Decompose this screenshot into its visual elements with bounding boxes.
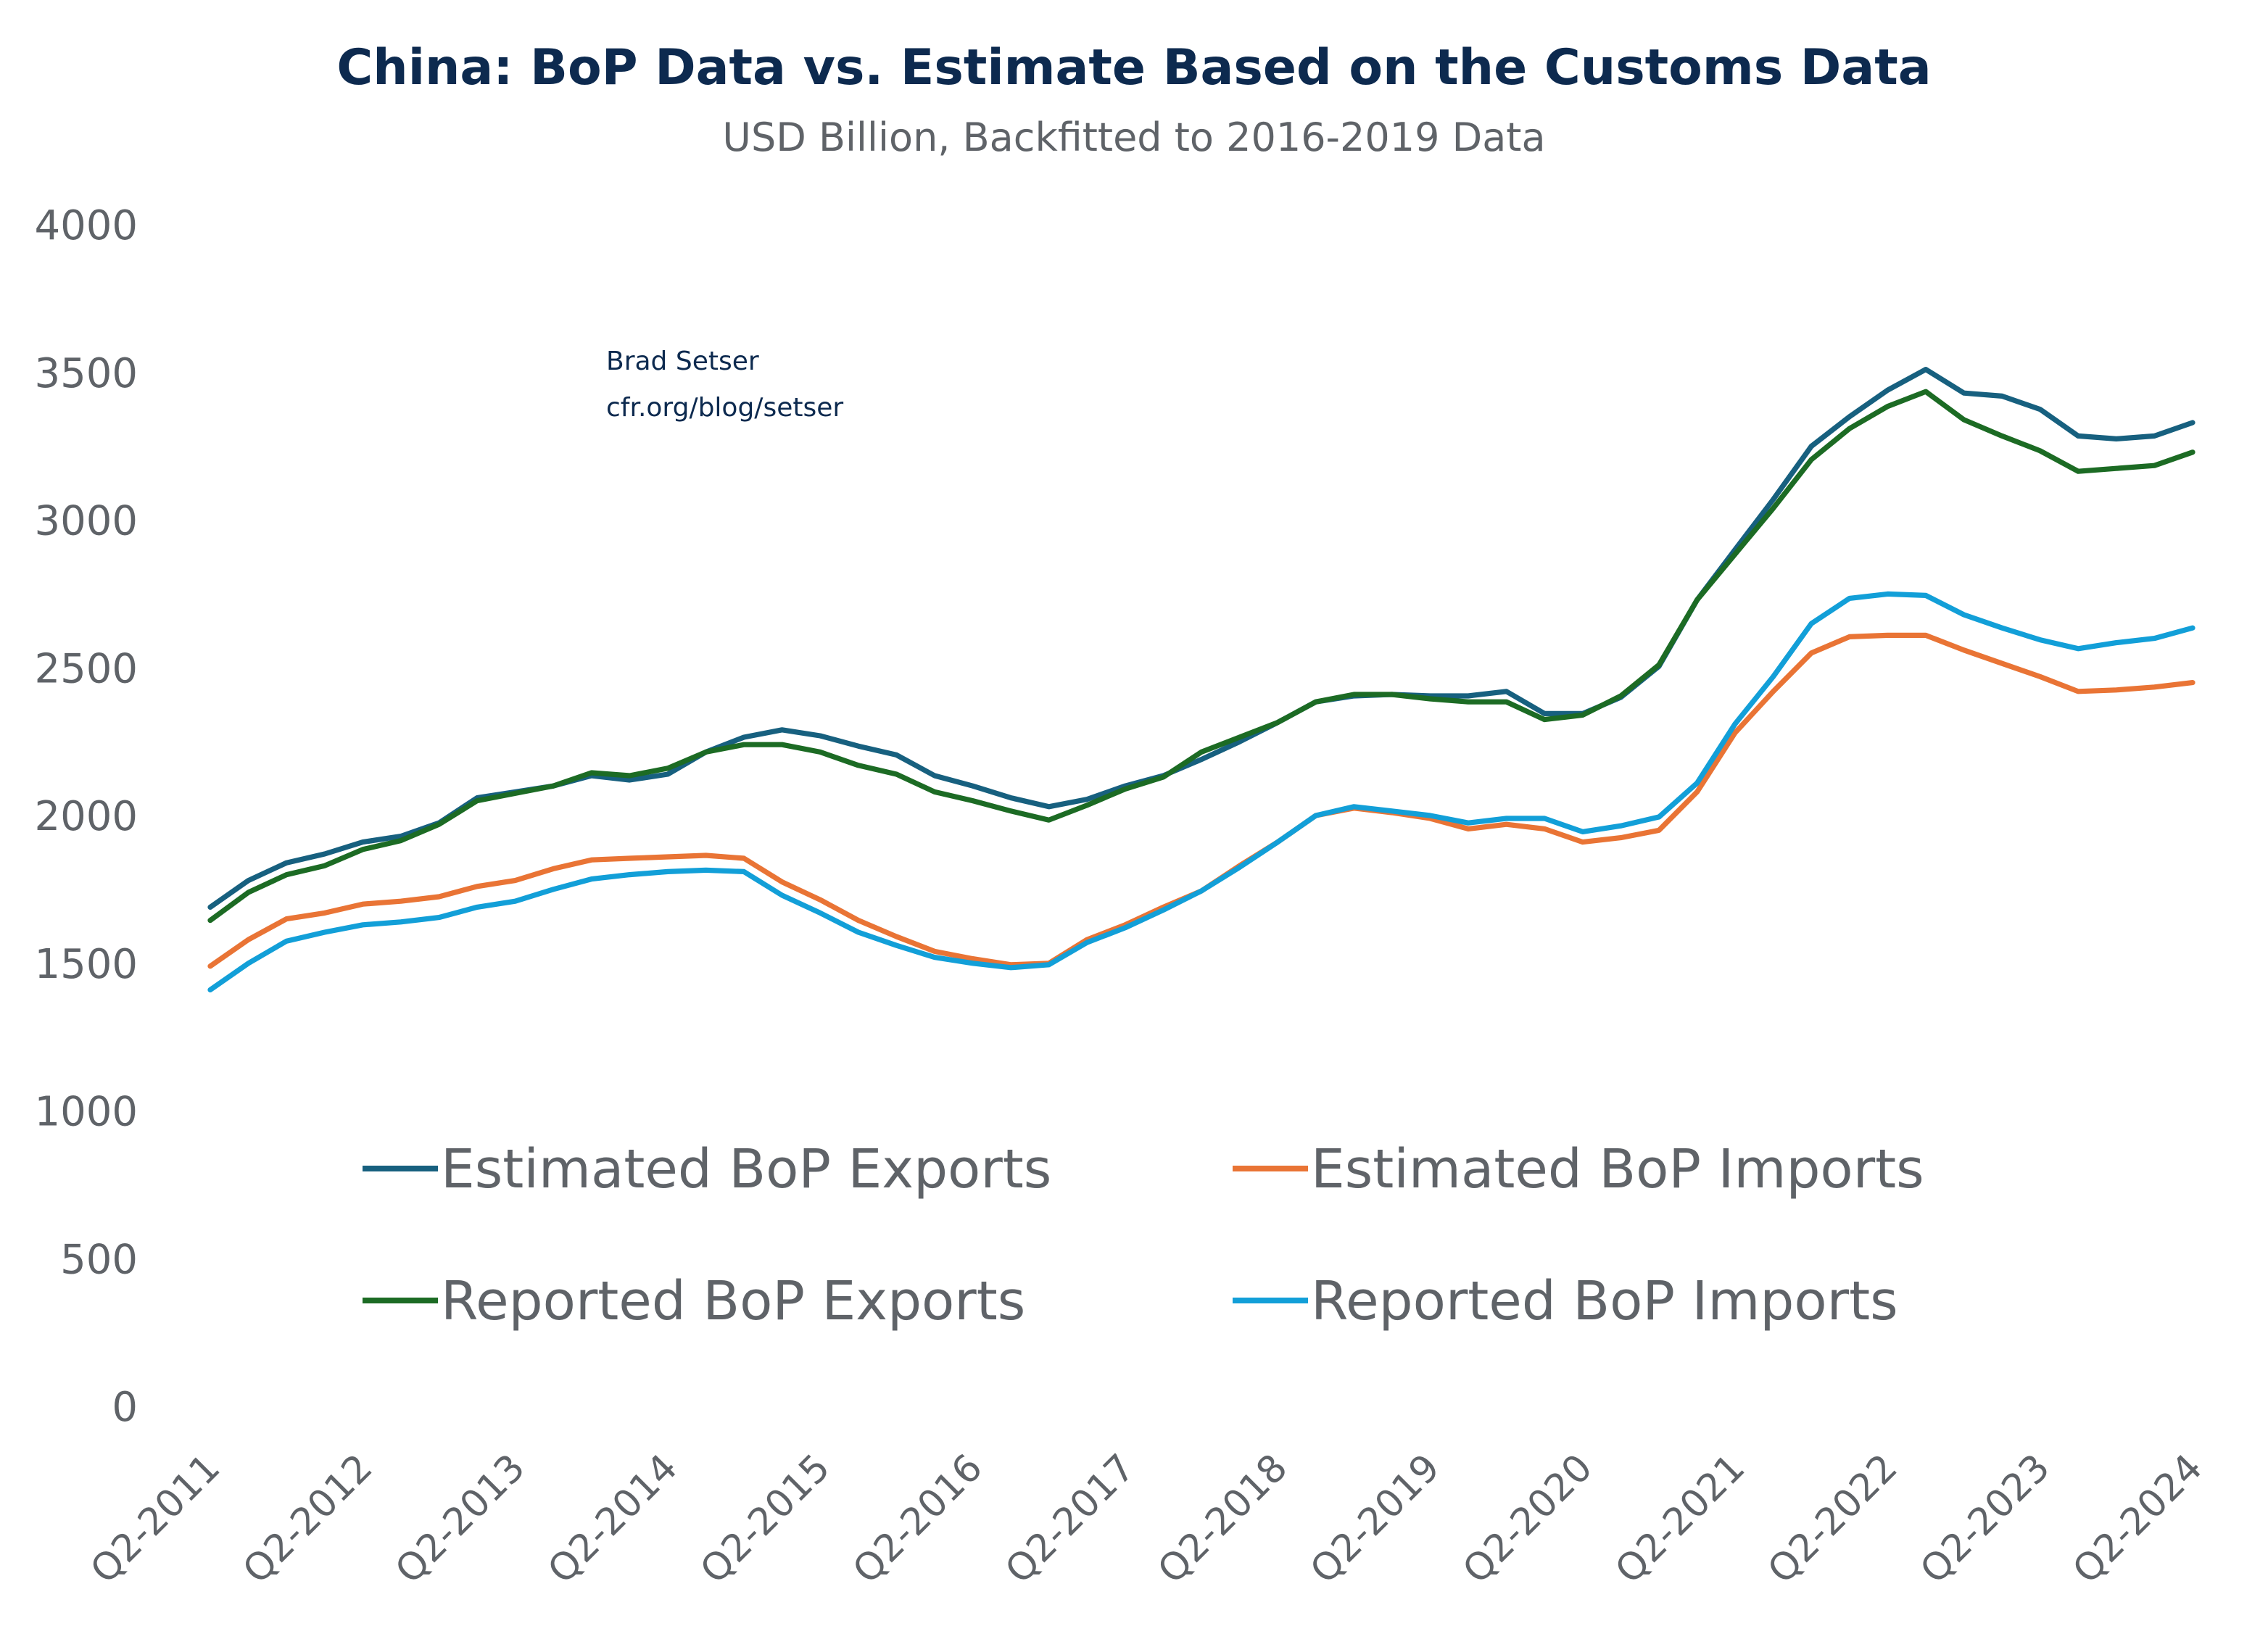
x-tick-label: Q2-2015 xyxy=(692,1446,839,1593)
legend-label: Reported BoP Imports xyxy=(1311,1270,1898,1332)
y-tick-label: 3000 xyxy=(34,498,138,545)
y-tick-label: 2500 xyxy=(34,645,138,692)
plot-area xyxy=(207,367,2195,993)
series-line-reported-bop-exports xyxy=(207,389,2195,924)
y-tick-label: 4000 xyxy=(34,202,138,249)
series-line-estimated-bop-exports xyxy=(207,367,2195,910)
legend-item: Reported BoP Imports xyxy=(1233,1270,1898,1332)
legend-item: Estimated BoP Exports xyxy=(363,1138,1051,1200)
x-tick-label: Q2-2017 xyxy=(997,1446,1143,1593)
y-tick-label: 500 xyxy=(60,1236,138,1283)
x-tick-label: Q2-2014 xyxy=(540,1446,687,1593)
x-tick-label: Q2-2019 xyxy=(1302,1446,1449,1593)
x-tick-label: Q2-2024 xyxy=(2065,1446,2211,1593)
y-tick-label: 1500 xyxy=(34,941,138,988)
legend-item: Reported BoP Exports xyxy=(363,1270,1025,1332)
x-tick-label: Q2-2022 xyxy=(1760,1446,1906,1593)
y-tick-label: 2000 xyxy=(34,793,138,840)
legend-label: Reported BoP Exports xyxy=(441,1270,1025,1332)
x-tick-label: Q2-2013 xyxy=(387,1446,534,1593)
series-line-estimated-bop-imports xyxy=(207,632,2195,969)
y-axis: 0 500 1000 1500 2000 2500 3000 3500 4000 xyxy=(34,202,138,1431)
annotation-url: cfr.org/blog/setser xyxy=(606,393,843,423)
legend-item: Estimated BoP Imports xyxy=(1233,1138,1924,1200)
x-tick-label: Q2-2012 xyxy=(235,1446,381,1593)
x-axis: Q2-2011 Q2-2012 Q2-2013 Q2-2014 Q2-2015 Q2-20… xyxy=(83,1446,2211,1593)
y-tick-label: 3500 xyxy=(34,350,138,397)
series-line-reported-bop-imports xyxy=(207,591,2195,993)
annotation-author: Brad Setser xyxy=(606,347,759,376)
x-tick-label: Q2-2020 xyxy=(1454,1446,1601,1593)
chart-subtitle: USD Billion, Backfitted to 2016-2019 Dat… xyxy=(722,115,1545,160)
legend-label: Estimated BoP Exports xyxy=(441,1138,1051,1200)
legend-label: Estimated BoP Imports xyxy=(1311,1138,1924,1200)
x-tick-label: Q2-2016 xyxy=(845,1446,991,1593)
legend: Estimated BoP Exports Estimated BoP Impor… xyxy=(363,1138,1924,1332)
x-tick-label: Q2-2018 xyxy=(1150,1446,1296,1593)
x-tick-label: Q2-2023 xyxy=(1912,1446,2058,1593)
y-tick-label: 1000 xyxy=(34,1089,138,1136)
x-tick-label: Q2-2021 xyxy=(1607,1446,1754,1593)
y-tick-label: 0 xyxy=(112,1384,138,1431)
chart-title: China: BoP Data vs. Estimate Based on th… xyxy=(336,39,1931,96)
x-tick-label: Q2-2011 xyxy=(83,1446,229,1593)
